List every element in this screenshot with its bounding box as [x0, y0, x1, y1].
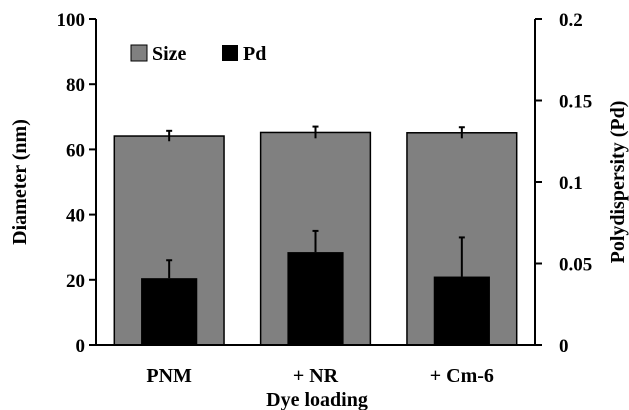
- error-bars: [166, 125, 465, 279]
- legend-label-size: Size: [152, 43, 187, 65]
- y-right-tick-label: 0.1: [559, 173, 583, 194]
- y-right-tick-label: 0.2: [559, 10, 583, 31]
- legend-swatch-size: [130, 44, 148, 62]
- x-tick-label: PNM: [146, 365, 192, 387]
- y-right-tick-label: 0: [559, 336, 569, 357]
- pd-bar: [433, 276, 490, 345]
- y-left-tick-label: 40: [66, 206, 85, 227]
- y-right-tick-label: 0.05: [559, 255, 592, 276]
- x-axis-title: Dye loading: [266, 389, 368, 410]
- legend-label-pd: Pd: [243, 43, 266, 65]
- x-tick-label: + NR: [293, 365, 339, 387]
- y-left-tick-label: 20: [66, 271, 85, 292]
- y-left-axis-title: Diameter (nm): [9, 119, 31, 245]
- axes: [89, 18, 542, 346]
- y-left-tick-label: 80: [66, 75, 85, 96]
- y-right-tick-label: 0.15: [559, 92, 592, 113]
- y-right-axis-title: Polydispersity (Pd): [607, 101, 629, 264]
- y-left-tick-label: 60: [66, 140, 85, 161]
- legend: Size Pd: [130, 43, 266, 65]
- x-tick-label: + Cm-6: [430, 365, 494, 387]
- pd-bar: [287, 252, 344, 345]
- category-labels: PNM + NR + Cm-6: [146, 365, 494, 387]
- tick-labels: 0 20 40 60 80 100 0 0.05 0.1 0.15 0.2: [57, 10, 593, 357]
- pd-bars: [141, 252, 490, 345]
- y-left-tick-label: 0: [76, 336, 86, 357]
- pd-bar: [141, 278, 198, 345]
- legend-swatch-pd: [222, 45, 238, 61]
- y-left-tick-label: 100: [57, 10, 86, 31]
